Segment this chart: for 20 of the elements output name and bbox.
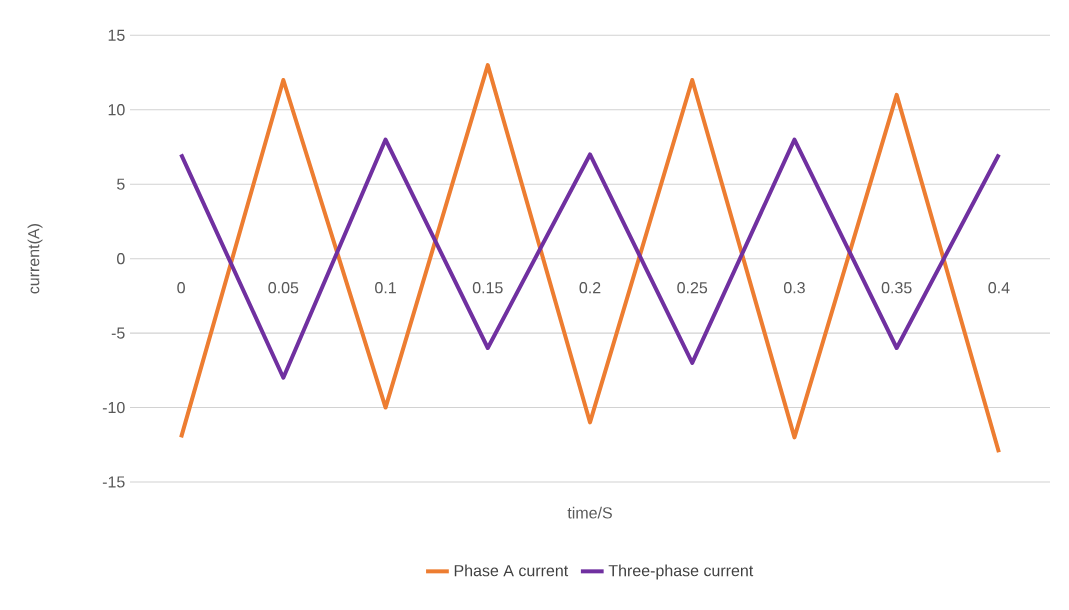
x-tick-label: 0.25 bbox=[677, 282, 708, 294]
y-tick-label: 0 bbox=[117, 253, 125, 265]
x-tick-label: 0.15 bbox=[472, 282, 503, 294]
y-tick-label: 15 bbox=[108, 29, 125, 41]
x-tick-label: 0.1 bbox=[375, 282, 396, 294]
x-tick-label: 0.05 bbox=[268, 282, 299, 294]
x-tick-label: 0.4 bbox=[988, 282, 1010, 294]
y-axis-title: current(A) bbox=[27, 224, 43, 294]
x-tick-label: 0.35 bbox=[881, 282, 912, 294]
y-tick-label: -15 bbox=[102, 476, 125, 488]
y-tick-label: -10 bbox=[102, 401, 125, 414]
y-tick-label: 10 bbox=[108, 104, 125, 116]
legend-label: Phase A current bbox=[454, 564, 569, 577]
x-tick-label: 0 bbox=[177, 282, 185, 294]
legend-label: Three-phase current bbox=[608, 564, 754, 580]
y-tick-label: -5 bbox=[111, 327, 125, 339]
x-axis-title: time/S bbox=[567, 506, 612, 519]
x-tick-label: 0.2 bbox=[579, 282, 601, 294]
x-tick-label: 0.3 bbox=[783, 282, 805, 294]
y-tick-label: 5 bbox=[117, 178, 125, 190]
